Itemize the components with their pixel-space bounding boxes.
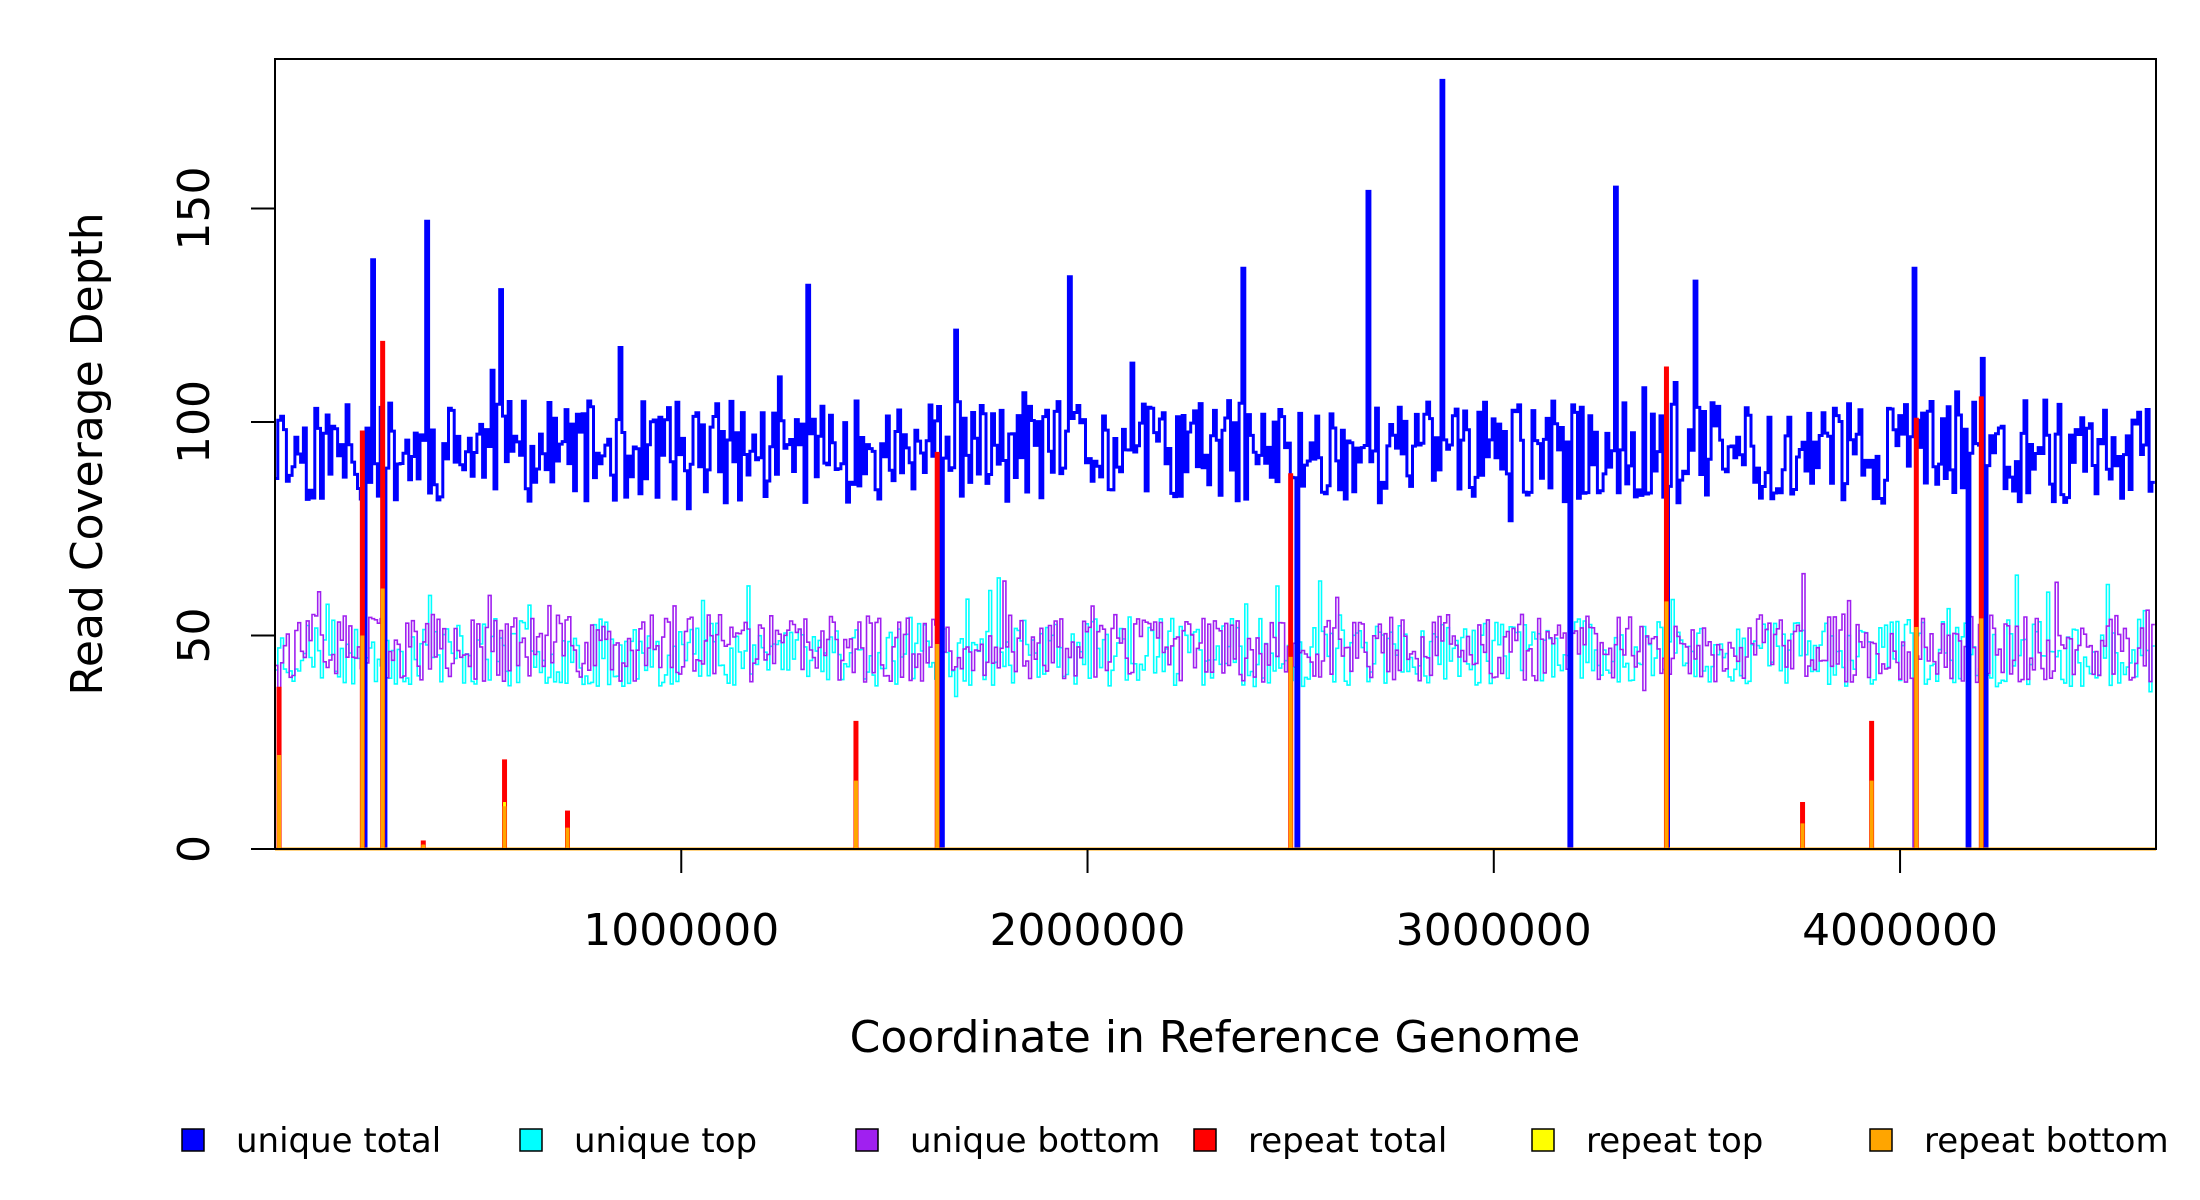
y-tick-label: 0 [169, 835, 220, 863]
legend-label: unique top [574, 1121, 757, 1161]
legend-label: unique total [236, 1121, 441, 1161]
legend: unique total unique top unique bottom repea… [181, 1121, 2169, 1161]
legend-label: unique bottom [910, 1121, 1160, 1161]
series-line-unique-total [275, 78, 2155, 851]
legend-item-unique-total: unique total [181, 1121, 441, 1161]
x-axis-title: Coordinate in Reference Genome [850, 1012, 1581, 1063]
series-line-unique-top [275, 574, 2155, 850]
legend-label: repeat bottom [1924, 1121, 2169, 1161]
x-tick-label: 1000000 [583, 905, 779, 956]
legend-item-unique-top: unique top [519, 1121, 757, 1161]
legend-swatch [1869, 1128, 1893, 1152]
legend-item-unique-bottom: unique bottom [855, 1121, 1160, 1161]
series-line-unique-bottom [275, 572, 2155, 850]
legend-swatch [181, 1128, 205, 1152]
legend-label: repeat top [1586, 1121, 1763, 1161]
legend-swatch [855, 1128, 879, 1152]
legend-swatch [1193, 1128, 1217, 1152]
legend-item-repeat-bottom: repeat bottom [1869, 1121, 2169, 1161]
axes-layer: 0 50 100 150 1000000 2000000 3000000 4000000 [169, 166, 1998, 956]
y-tick-label: 100 [169, 380, 220, 464]
series-layer [275, 78, 2156, 851]
y-tick-label: 150 [169, 166, 220, 250]
x-tick-label: 2000000 [990, 905, 1186, 956]
legend-item-repeat-total: repeat total [1193, 1121, 1447, 1161]
legend-label: repeat total [1248, 1121, 1447, 1161]
y-axis-title: Read Coverage Depth [62, 212, 113, 695]
legend-item-repeat-top: repeat top [1531, 1121, 1763, 1161]
legend-swatch [519, 1128, 543, 1152]
y-tick-label: 50 [169, 607, 220, 663]
x-tick-label: 3000000 [1396, 905, 1592, 956]
legend-swatch [1531, 1128, 1555, 1152]
x-tick-label: 4000000 [1802, 905, 1998, 956]
